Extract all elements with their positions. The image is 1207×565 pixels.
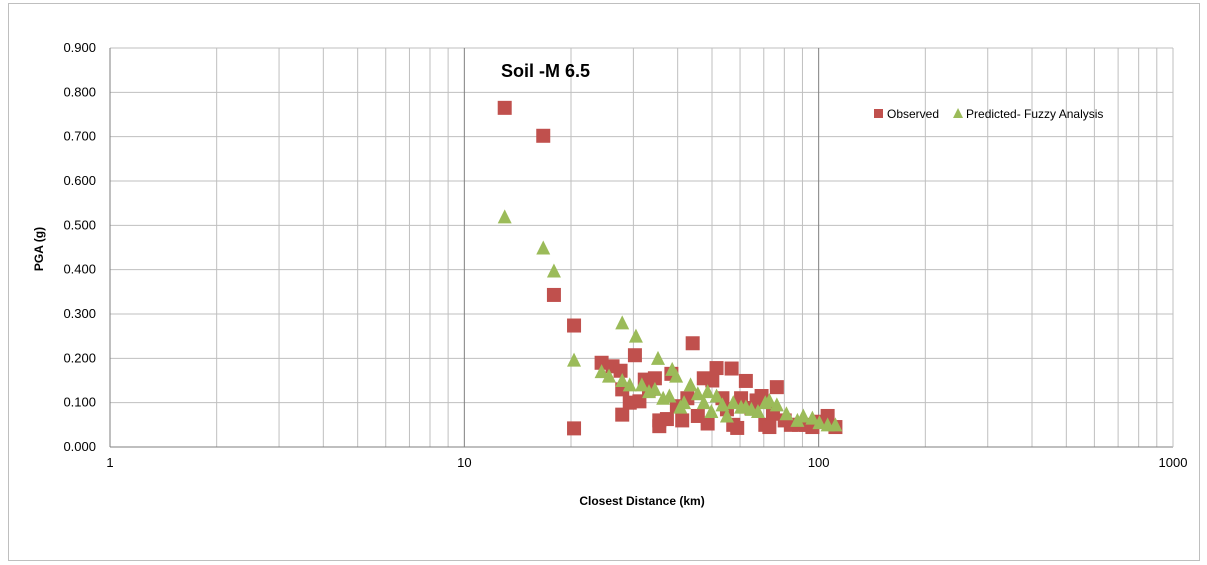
predicted-point [677,395,692,410]
observed-point [762,420,777,435]
predicted-point [709,388,724,403]
y-axis-title: PGA (g) [32,227,46,271]
legend-label: Observed [887,107,939,121]
predicted-point [647,381,662,396]
x-tick-label: 100 [808,455,830,470]
observed-point [627,348,642,363]
y-tick-label: 0.300 [63,306,96,321]
predicted-point [715,397,730,412]
axes [109,48,1174,448]
predicted-point [634,377,649,392]
y-tick-label: 0.900 [63,40,96,55]
legend-item-observed: Observed [874,107,939,121]
series-observed [497,100,843,436]
x-axis-title: Closest Distance (km) [579,494,704,508]
observed-point [685,336,700,351]
predicted-point [790,412,805,427]
y-tick-label: 0.800 [63,84,96,99]
predicted-point [704,404,719,419]
gridlines [110,47,1174,447]
observed-point [613,363,628,378]
predicted-point [812,415,827,430]
predicted-point [536,240,551,255]
legend-item-predicted: Predicted- Fuzzy Analysis [953,107,1103,121]
predicted-point [594,364,609,379]
x-tick-label: 1 [106,455,113,470]
observed-point [730,420,745,435]
predicted-point [669,368,684,383]
y-tick-label: 0.700 [63,129,96,144]
y-tick-label: 0.200 [63,350,96,365]
predicted-point [779,406,794,421]
observed-point [567,318,582,333]
x-tick-label: 1000 [1159,455,1188,470]
predicted-point [769,397,784,412]
y-tick-label: 0.100 [63,395,96,410]
observed-point [738,373,753,388]
y-tick-label: 0.400 [63,262,96,277]
predicted-point [796,408,811,423]
observed-point [536,128,551,143]
y-tick-label: 0.000 [63,439,96,454]
y-tick-labels: 0.000 0.100 0.200 0.300 0.400 0.500 0.600 0.700… [63,40,96,454]
y-tick-label: 0.600 [63,173,96,188]
observed-point [594,355,609,370]
observed-point [647,371,662,386]
legend: Observed Predicted- Fuzzy Analysis [874,107,1103,121]
observed-point [497,100,512,115]
chart-frame [8,3,1200,561]
legend-square-marker [874,109,883,118]
predicted-point [726,395,741,410]
observed-point [769,380,784,395]
chart-title: Soil -M 6.5 [501,61,590,81]
predicted-point [683,377,698,392]
predicted-point [567,352,582,367]
series-predicted [497,209,843,432]
predicted-point [750,404,765,419]
x-tick-label: 10 [457,455,471,470]
y-tick-label: 0.500 [63,217,96,232]
data-points [497,100,843,436]
observed-point [724,361,739,376]
legend-triangle-marker [953,108,964,118]
predicted-point [650,350,665,365]
predicted-point [805,410,820,425]
observed-point [615,407,630,422]
observed-point [675,413,690,428]
legend-label: Predicted- Fuzzy Analysis [966,107,1103,121]
predicted-point [696,395,711,410]
observed-point [659,412,674,427]
observed-point [700,416,715,431]
observed-point [820,408,835,423]
observed-point [567,421,582,436]
predicted-point [700,384,715,399]
predicted-point [622,377,637,392]
predicted-point [719,408,734,423]
observed-point [705,373,720,388]
predicted-point [828,417,843,432]
predicted-point [615,373,630,387]
predicted-point [662,388,677,403]
x-tick-labels: 1 10 100 1000 [106,455,1187,470]
predicted-point [615,315,630,330]
predicted-point [762,392,777,407]
predicted-point [546,263,561,278]
predicted-point [601,368,616,383]
predicted-point [628,328,643,343]
observed-point [709,361,724,376]
observed-point [546,287,561,302]
predicted-point [497,209,512,224]
